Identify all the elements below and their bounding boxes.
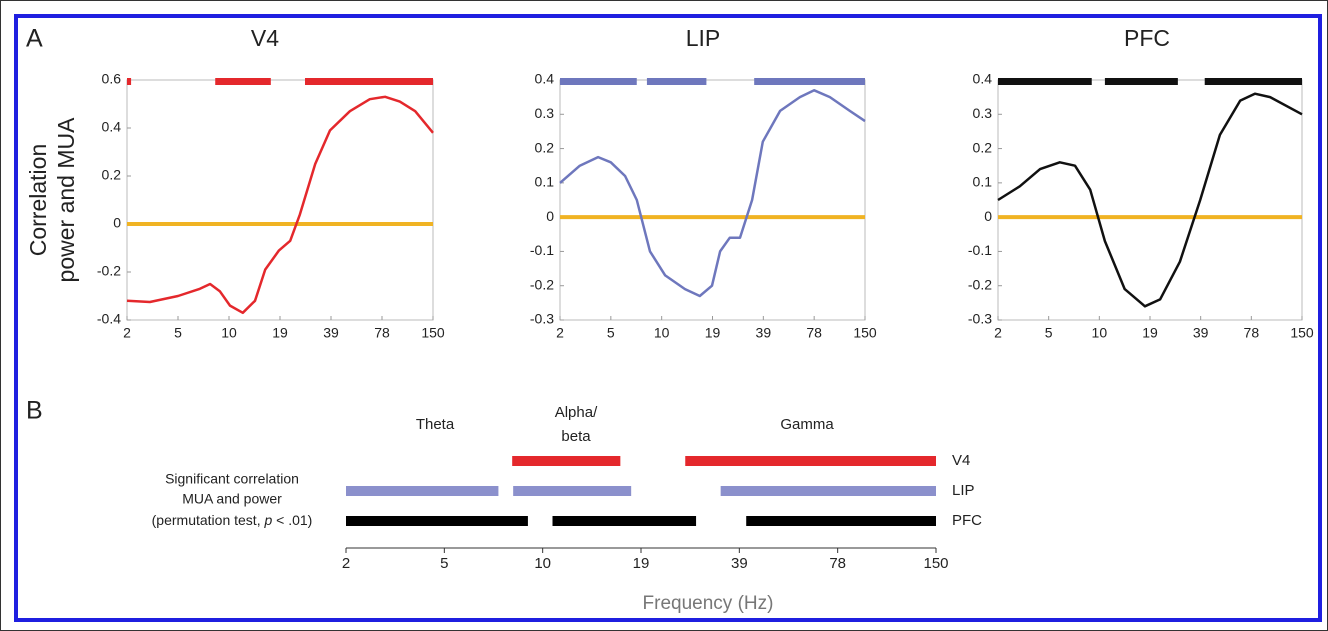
x-tick-label: 78 bbox=[374, 325, 390, 341]
significance-bar bbox=[513, 486, 632, 496]
x-tick-label: 2 bbox=[342, 555, 350, 572]
y-tick-label: 0.4 bbox=[973, 71, 993, 87]
chart-title: LIP bbox=[686, 25, 721, 51]
curve bbox=[126, 95, 434, 315]
note-line: (permutation test, p < .01) bbox=[152, 512, 313, 528]
significance-bar bbox=[512, 456, 621, 466]
y-tick-label: 0.1 bbox=[535, 174, 555, 190]
significance-bar bbox=[346, 516, 528, 526]
significance-bar bbox=[215, 78, 271, 85]
x-tick-label: 10 bbox=[221, 325, 237, 341]
x-tick-label: 10 bbox=[534, 555, 551, 572]
significance-bar bbox=[746, 516, 936, 526]
x-tick-label: 39 bbox=[1193, 325, 1209, 341]
y-axis-label: power and MUA bbox=[53, 117, 79, 283]
curve bbox=[559, 89, 866, 298]
y-tick-label: 0 bbox=[113, 215, 121, 231]
y-tick-label: 0.3 bbox=[973, 105, 993, 121]
y-tick-label: -0.3 bbox=[968, 311, 992, 327]
x-tick-label: 78 bbox=[806, 325, 822, 341]
significance-bar bbox=[1104, 78, 1178, 85]
x-tick-label: 78 bbox=[829, 555, 846, 572]
note-line: MUA and power bbox=[182, 491, 282, 507]
band-label: Alpha/ bbox=[555, 404, 598, 421]
frame bbox=[14, 14, 1322, 622]
significance-bar bbox=[127, 78, 132, 85]
curve bbox=[997, 92, 1303, 308]
y-axis-label: Correlation bbox=[25, 144, 51, 257]
chart-title: V4 bbox=[251, 25, 279, 51]
y-tick-label: -0.1 bbox=[968, 242, 992, 258]
y-tick-label: -0.2 bbox=[97, 263, 121, 279]
y-tick-label: 0.2 bbox=[535, 139, 555, 155]
x-tick-label: 150 bbox=[421, 325, 445, 341]
row-label: LIP bbox=[952, 482, 975, 499]
note-text: < .01) bbox=[272, 512, 312, 528]
note-text: (permutation test, bbox=[152, 512, 265, 528]
y-tick-label: 0.6 bbox=[102, 71, 122, 87]
x-tick-label: 10 bbox=[1092, 325, 1108, 341]
y-tick-label: 0.3 bbox=[535, 105, 555, 121]
note-text: p bbox=[263, 512, 272, 528]
y-tick-label: -0.2 bbox=[968, 276, 992, 292]
y-tick-label: 0.2 bbox=[973, 139, 993, 155]
x-tick-label: 150 bbox=[853, 325, 877, 341]
significance-bar bbox=[720, 486, 936, 496]
significance-bar bbox=[646, 78, 707, 85]
panel-label: A bbox=[26, 25, 43, 53]
y-tick-label: -0.2 bbox=[530, 276, 554, 292]
significance-bar bbox=[560, 78, 637, 85]
note-line: Significant correlation bbox=[165, 471, 299, 487]
significance-bar bbox=[346, 486, 499, 496]
x-tick-label: 19 bbox=[1142, 325, 1158, 341]
band-label: Theta bbox=[416, 416, 455, 433]
x-tick-label: 19 bbox=[272, 325, 288, 341]
chart-title: PFC bbox=[1124, 25, 1170, 51]
band-label: Gamma bbox=[780, 416, 834, 433]
x-tick-label: 150 bbox=[1290, 325, 1314, 341]
significance-bar bbox=[552, 516, 697, 526]
y-tick-label: 0.4 bbox=[535, 71, 555, 87]
panel-label: B bbox=[26, 397, 43, 425]
x-tick-label: 39 bbox=[731, 555, 748, 572]
y-tick-label: 0 bbox=[984, 208, 992, 224]
x-tick-label: 5 bbox=[1045, 325, 1053, 341]
band-label: beta bbox=[561, 428, 591, 445]
x-tick-label: 39 bbox=[323, 325, 339, 341]
y-tick-label: 0.1 bbox=[973, 174, 993, 190]
x-tick-label: 2 bbox=[556, 325, 564, 341]
significance-bar bbox=[685, 456, 936, 466]
y-tick-label: -0.3 bbox=[530, 311, 554, 327]
significance-bar bbox=[1204, 78, 1302, 85]
x-tick-label: 2 bbox=[123, 325, 131, 341]
x-tick-label: 2 bbox=[994, 325, 1002, 341]
y-tick-label: 0.4 bbox=[102, 119, 122, 135]
row-label: V4 bbox=[952, 452, 970, 469]
row-label: PFC bbox=[952, 512, 982, 529]
y-tick-label: 0.2 bbox=[102, 167, 122, 183]
significance-bar bbox=[754, 78, 865, 85]
x-tick-label: 39 bbox=[756, 325, 772, 341]
x-tick-label: 19 bbox=[633, 555, 650, 572]
y-tick-label: -0.1 bbox=[530, 242, 554, 258]
x-tick-label: 19 bbox=[705, 325, 721, 341]
x-tick-label: 10 bbox=[654, 325, 670, 341]
significance-bar bbox=[998, 78, 1092, 85]
x-tick-label: 78 bbox=[1244, 325, 1260, 341]
y-tick-label: -0.4 bbox=[97, 311, 121, 327]
x-tick-label: 150 bbox=[923, 555, 948, 572]
significance-bar bbox=[304, 78, 433, 85]
x-tick-label: 5 bbox=[174, 325, 182, 341]
y-tick-label: 0 bbox=[546, 208, 554, 224]
x-tick-label: 5 bbox=[607, 325, 615, 341]
x-tick-label: 5 bbox=[440, 555, 448, 572]
x-axis-label: Frequency (Hz) bbox=[643, 593, 774, 614]
